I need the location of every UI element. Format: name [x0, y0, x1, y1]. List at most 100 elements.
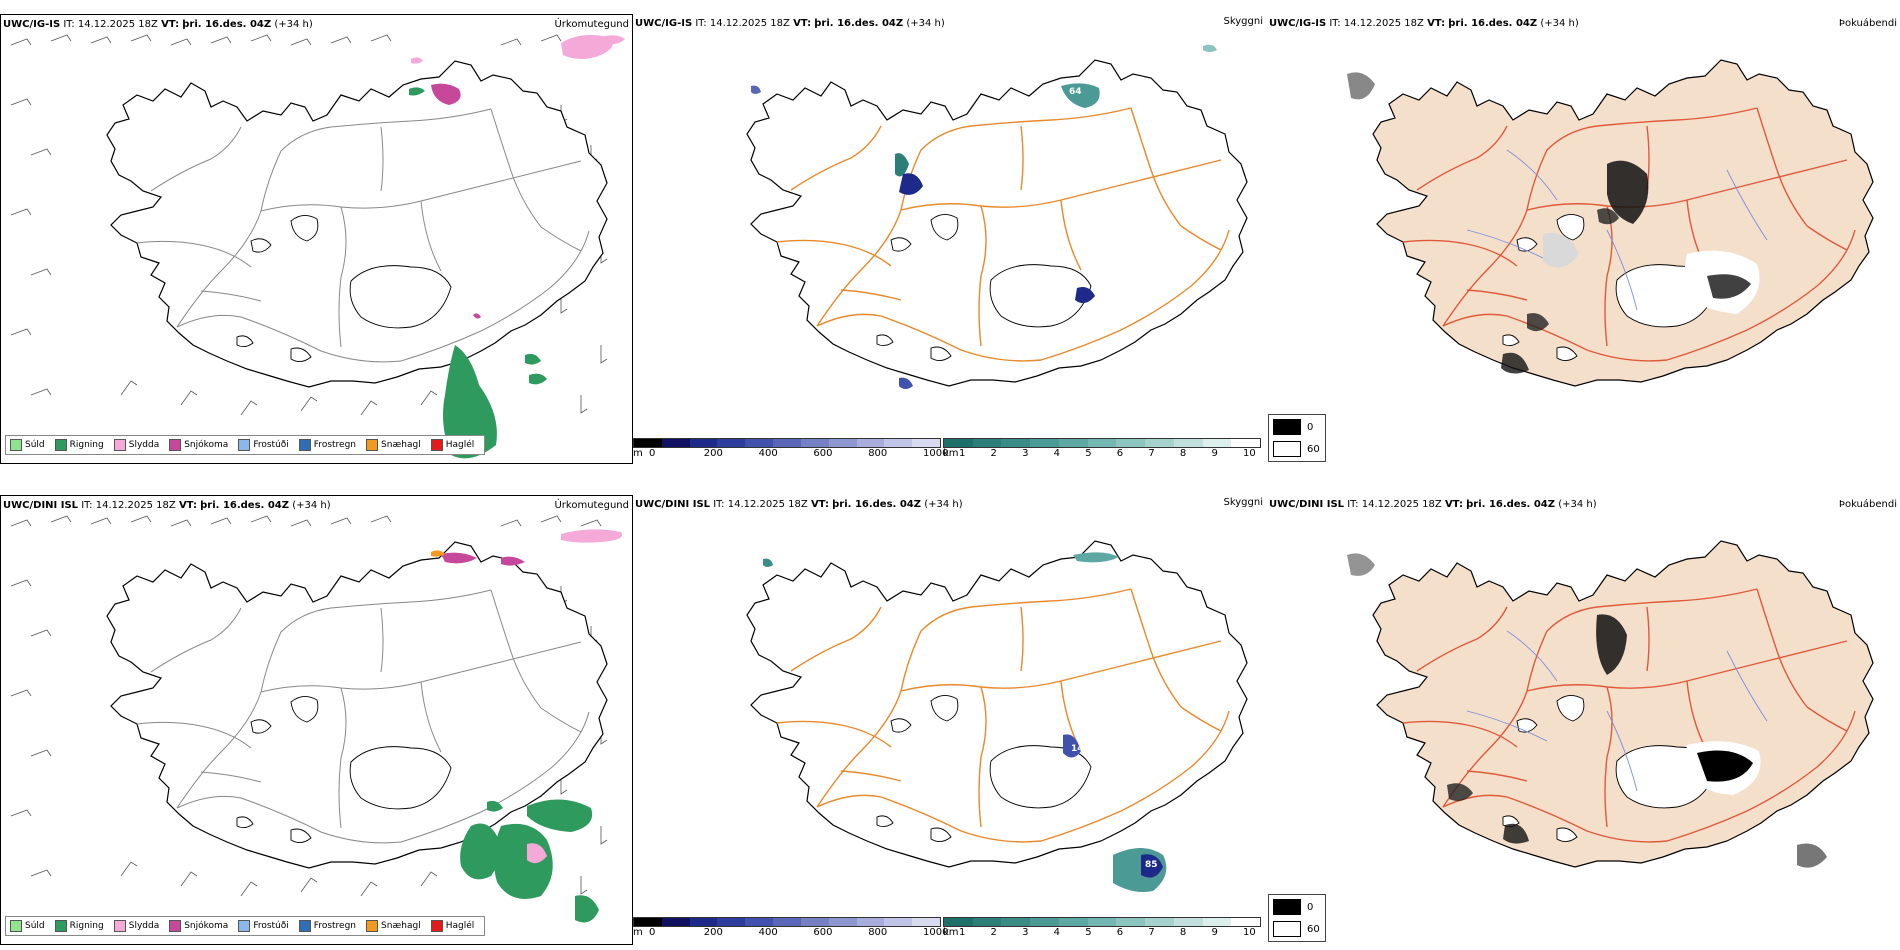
- colorbar-segment: [1116, 918, 1146, 926]
- legend-label: 0: [1307, 901, 1314, 913]
- colorbar-tick: 600: [813, 448, 833, 459]
- legend-label: Snjókoma: [184, 440, 229, 450]
- colorbar-segment: [1001, 918, 1031, 926]
- colorbar-tick: 8: [1179, 448, 1187, 459]
- precip-legend-item: Frostregn: [298, 439, 356, 451]
- colorbar-segment: [884, 439, 913, 447]
- legend-label: Slydda: [128, 440, 160, 450]
- colorbar-segment: [1030, 439, 1059, 447]
- colorbar-segment: [1030, 918, 1059, 926]
- precip-map-row2: [10, 515, 623, 923]
- colorbar-segment: [689, 918, 718, 926]
- legend-swatch: [1273, 921, 1301, 937]
- visibility-map-row2: 14 85: [633, 495, 1267, 892]
- colorbar-tick: 5: [1085, 927, 1092, 938]
- colorbar-tick: 600: [813, 927, 833, 938]
- precip-legend-item: Frostregn: [298, 920, 357, 932]
- colorbar-tick: 5: [1085, 448, 1092, 459]
- legend-label: Frostregn: [313, 921, 357, 931]
- precip-legend-item: Rigning: [54, 920, 104, 932]
- colorbar-tick: 10: [1243, 448, 1256, 459]
- panel-header-row2-cloud: UWC/DINI ISL IT: 14.12.2025 18Z VT: þri.…: [1269, 499, 1597, 510]
- colorbar-tick: 2: [990, 927, 997, 938]
- colorbar-segment: [661, 439, 690, 447]
- legend-label: 0: [1307, 421, 1314, 433]
- legend-swatch: [238, 439, 251, 451]
- colorbar-tick: 200: [703, 927, 723, 938]
- vis-label-row2-1: 14: [1071, 744, 1084, 754]
- colorbar-tick: 4: [1053, 927, 1061, 938]
- colorbar-tick: 1000: [923, 448, 949, 459]
- panel-header-row1-cloud: UWC/IG-IS IT: 14.12.2025 18Z VT: þri. 16…: [1269, 18, 1579, 29]
- colorbar-segment: [800, 918, 829, 926]
- colorbar-strip: [943, 917, 1261, 927]
- colorbar-segment: [1202, 918, 1232, 926]
- legend-label: Súld: [25, 921, 45, 931]
- legend-label: 60: [1307, 443, 1320, 455]
- colorbar-segment: [944, 439, 973, 447]
- colorbar-tick: 9: [1211, 927, 1218, 938]
- precip-legend-item: Súld: [10, 920, 45, 932]
- panel-header-row2-precip: UWC/DINI ISL IT: 14.12.2025 18Z VT: þri.…: [3, 500, 331, 511]
- legend-label: Frostúði: [253, 921, 289, 931]
- legend-swatch: [1273, 441, 1301, 457]
- legend-label: Snæhagl: [381, 921, 421, 931]
- precip-legend-item: Haglél: [430, 439, 474, 451]
- colorbar-segment: [634, 918, 662, 926]
- vis-label-row2-2: 85: [1145, 860, 1158, 870]
- colorbar-tick: 200: [703, 448, 723, 459]
- precip-legend-item: Súld: [10, 439, 45, 451]
- colorbar-segment: [884, 918, 913, 926]
- legend-label: Snæhagl: [381, 440, 421, 450]
- colorbar-segment: [773, 439, 801, 447]
- precip-legend-item: Slydda: [113, 920, 159, 932]
- cloud-legend-row2: 0 60: [1268, 894, 1326, 942]
- colorbar-segment: [1145, 918, 1174, 926]
- colorbar-segment: [912, 439, 940, 447]
- precip-legend-item: Snjókoma: [169, 439, 228, 451]
- colorbar-tick: 400: [758, 927, 778, 938]
- colorbar-tick: 2: [990, 448, 997, 459]
- colorbar-unit: km: [943, 448, 959, 459]
- colorbar-segment: [745, 918, 774, 926]
- colorbar-tick: 8: [1179, 927, 1187, 938]
- colorbar-segment: [717, 439, 746, 447]
- colorbar-tick: 7: [1148, 448, 1155, 459]
- legend-label: Súld: [25, 440, 45, 450]
- colorbar-tick: 6: [1116, 448, 1124, 459]
- colorbar-segment: [1058, 439, 1088, 447]
- legend-label: Haglél: [445, 921, 475, 931]
- colorbar-segment: [1058, 918, 1088, 926]
- colorbar-segment: [856, 918, 885, 926]
- legend-swatch: [1273, 899, 1301, 915]
- panel-header-row1-visibility: UWC/IG-IS IT: 14.12.2025 18Z VT: þri. 16…: [635, 18, 945, 29]
- precip-legend-item: Snæhagl: [366, 439, 421, 451]
- colorbar-segment: [1116, 439, 1146, 447]
- panel-title-visibility-row2: Skyggni: [1223, 497, 1263, 508]
- precip-panel-row2: UWC/DINI ISL IT: 14.12.2025 18Z VT: þri.…: [0, 495, 633, 945]
- panel-title-cloud-row1: Þokuábendi: [1838, 18, 1897, 29]
- elevation-colorbar-row2: m 0 200 400 600 800 1000: [633, 917, 948, 939]
- colorbar-segment: [1001, 439, 1031, 447]
- colorbar-tick: 3: [1022, 927, 1029, 938]
- precip-legend-item: Slydda: [113, 439, 160, 451]
- colorbar-tick: 3: [1022, 448, 1029, 459]
- colorbar-tick: 1000: [923, 927, 949, 938]
- colorbar-segment: [828, 439, 857, 447]
- cloud-legend-item: 60: [1273, 441, 1320, 457]
- colorbar-segment: [773, 918, 801, 926]
- colorbar-tick: 7: [1148, 927, 1155, 938]
- precip-panel-row1: UWC/IG-IS IT: 14.12.2025 18Z VT: þri. 16…: [0, 14, 633, 464]
- legend-label: Rigning: [69, 921, 104, 931]
- cloud-map-row1: [1347, 14, 1900, 464]
- precip-legend-row1: Súld Rigning Slydda Snjókoma Frostúði Frostre…: [5, 435, 486, 455]
- legend-swatch: [1273, 419, 1301, 435]
- colorbar-unit: km: [943, 927, 959, 938]
- colorbar-segment: [1145, 439, 1174, 447]
- visibility-colorbar-row1: km 1 2 3 4 5 6 7 8 9 10: [943, 438, 1263, 460]
- panel-title-visibility-row1: Skyggni: [1223, 16, 1263, 27]
- colorbar-segment: [1231, 439, 1261, 447]
- colorbar-strip: [633, 438, 941, 448]
- legend-label: 60: [1307, 923, 1320, 935]
- legend-swatch: [366, 920, 379, 932]
